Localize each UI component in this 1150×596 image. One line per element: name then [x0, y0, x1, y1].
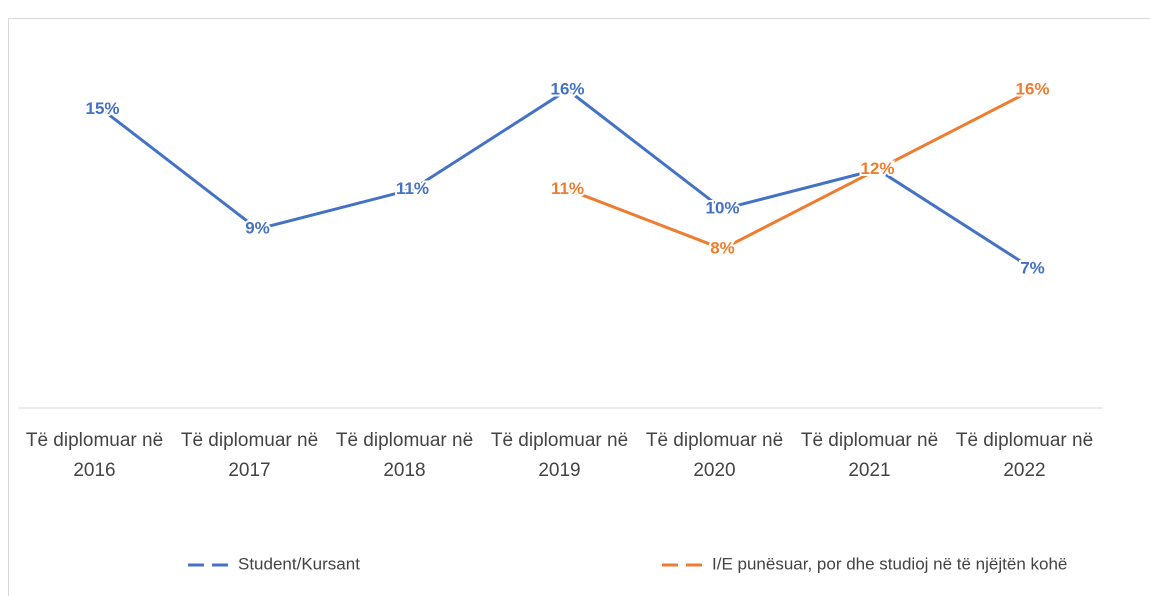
data-label: 10% — [705, 199, 739, 218]
x-tick-label: Të diplomuar në 2021 — [800, 430, 939, 481]
x-tick-label: Të diplomuar në 2020 — [645, 430, 784, 481]
data-label: 9% — [245, 219, 270, 238]
legend-label: I/E punësuar, por dhe studioj në të njëj… — [712, 554, 1067, 573]
x-tick-label: Të diplomuar në 2022 — [955, 430, 1094, 481]
data-label: 11% — [396, 179, 429, 198]
legend-label: Student/Kursant — [238, 554, 360, 573]
data-label: 12% — [860, 159, 894, 178]
x-tick-label: Të diplomuar në 2016 — [25, 430, 164, 481]
data-label: 16% — [550, 79, 584, 98]
data-label: 7% — [1020, 258, 1045, 277]
x-tick-label: Të diplomuar në 2017 — [180, 430, 319, 481]
series-line — [566, 88, 1034, 251]
x-tick-label: Të diplomuar në 2018 — [335, 430, 474, 481]
data-label: 8% — [710, 238, 735, 257]
chart-frame — [8, 18, 1150, 596]
data-label: 15% — [85, 99, 119, 118]
x-tick-label: Të diplomuar në 2019 — [490, 430, 629, 481]
data-label: 16% — [1015, 79, 1049, 98]
data-label: 11% — [551, 179, 584, 198]
